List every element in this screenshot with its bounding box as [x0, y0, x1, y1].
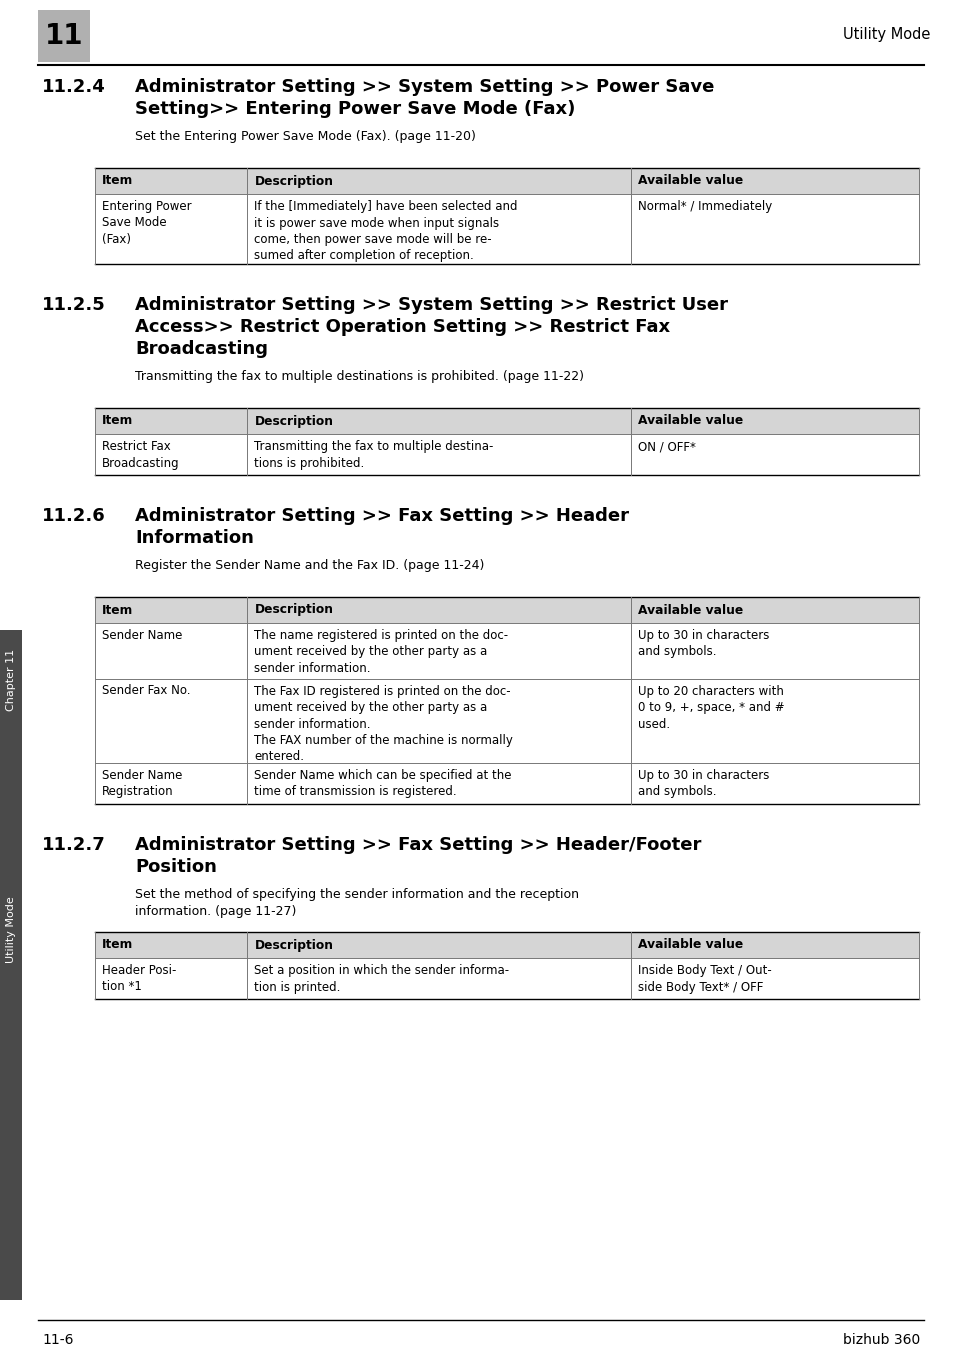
- Text: Sender Name which can be specified at the
time of transmission is registered.: Sender Name which can be specified at th…: [254, 769, 512, 799]
- Text: Normal* / Immediately: Normal* / Immediately: [637, 200, 771, 214]
- Text: 11.2.5: 11.2.5: [42, 296, 106, 314]
- Text: 11.2.4: 11.2.4: [42, 78, 106, 96]
- Text: The name registered is printed on the doc-
ument received by the other party as : The name registered is printed on the do…: [254, 629, 508, 675]
- Bar: [95, 168, 918, 193]
- Text: Description: Description: [254, 603, 334, 617]
- Text: Set the Entering Power Save Mode (Fax). (page 11-20): Set the Entering Power Save Mode (Fax). …: [135, 130, 476, 143]
- Bar: [95, 932, 918, 959]
- Text: Description: Description: [254, 174, 334, 188]
- Text: Broadcasting: Broadcasting: [135, 339, 268, 358]
- Bar: [38, 9, 90, 62]
- Text: 11.2.7: 11.2.7: [42, 836, 106, 854]
- Text: Up to 20 characters with
0 to 9, +, space, * and #
used.: Up to 20 characters with 0 to 9, +, spac…: [637, 684, 783, 730]
- Bar: [95, 408, 918, 434]
- Text: Chapter 11: Chapter 11: [6, 649, 16, 711]
- Text: Restrict Fax
Broadcasting: Restrict Fax Broadcasting: [102, 439, 179, 469]
- Text: Description: Description: [254, 938, 334, 952]
- Bar: [95, 598, 918, 623]
- Text: Sender Name
Registration: Sender Name Registration: [102, 769, 182, 799]
- Text: 11.2.6: 11.2.6: [42, 507, 106, 525]
- Text: bizhub 360: bizhub 360: [841, 1333, 919, 1347]
- Text: Access>> Restrict Operation Setting >> Restrict Fax: Access>> Restrict Operation Setting >> R…: [135, 318, 669, 337]
- Text: Transmitting the fax to multiple destinations is prohibited. (page 11-22): Transmitting the fax to multiple destina…: [135, 370, 583, 383]
- Text: Inside Body Text / Out-
side Body Text* / OFF: Inside Body Text / Out- side Body Text* …: [637, 964, 771, 994]
- Text: Sender Name: Sender Name: [102, 629, 182, 642]
- Text: Utility Mode: Utility Mode: [6, 896, 16, 964]
- Text: Entering Power
Save Mode
(Fax): Entering Power Save Mode (Fax): [102, 200, 192, 246]
- Text: ON / OFF*: ON / OFF*: [637, 439, 695, 453]
- Text: Administrator Setting >> System Setting >> Power Save: Administrator Setting >> System Setting …: [135, 78, 714, 96]
- Text: Available value: Available value: [637, 938, 742, 952]
- Text: The Fax ID registered is printed on the doc-
ument received by the other party a: The Fax ID registered is printed on the …: [254, 684, 513, 764]
- Bar: [0, 630, 22, 1301]
- Text: Position: Position: [135, 859, 216, 876]
- Text: Available value: Available value: [637, 603, 742, 617]
- Text: 11-6: 11-6: [42, 1333, 73, 1347]
- Text: Register the Sender Name and the Fax ID. (page 11-24): Register the Sender Name and the Fax ID.…: [135, 558, 484, 572]
- Text: Item: Item: [102, 174, 133, 188]
- Text: Up to 30 in characters
and symbols.: Up to 30 in characters and symbols.: [637, 769, 768, 799]
- Text: Item: Item: [102, 603, 133, 617]
- Text: Header Posi-
tion *1: Header Posi- tion *1: [102, 964, 176, 994]
- Text: Transmitting the fax to multiple destina-
tions is prohibited.: Transmitting the fax to multiple destina…: [254, 439, 494, 469]
- Text: Administrator Setting >> Fax Setting >> Header/Footer: Administrator Setting >> Fax Setting >> …: [135, 836, 700, 854]
- Text: Administrator Setting >> Fax Setting >> Header: Administrator Setting >> Fax Setting >> …: [135, 507, 628, 525]
- Text: Available value: Available value: [637, 415, 742, 427]
- Text: Available value: Available value: [637, 174, 742, 188]
- Text: Set a position in which the sender informa-
tion is printed.: Set a position in which the sender infor…: [254, 964, 509, 994]
- Text: Administrator Setting >> System Setting >> Restrict User: Administrator Setting >> System Setting …: [135, 296, 727, 314]
- Text: Utility Mode: Utility Mode: [841, 27, 929, 42]
- Text: Item: Item: [102, 415, 133, 427]
- Text: Information: Information: [135, 529, 253, 548]
- Text: Setting>> Entering Power Save Mode (Fax): Setting>> Entering Power Save Mode (Fax): [135, 100, 575, 118]
- Text: Sender Fax No.: Sender Fax No.: [102, 684, 191, 698]
- Text: Up to 30 in characters
and symbols.: Up to 30 in characters and symbols.: [637, 629, 768, 658]
- Text: If the [Immediately] have been selected and
it is power save mode when input sig: If the [Immediately] have been selected …: [254, 200, 517, 262]
- Text: Set the method of specifying the sender information and the reception
informatio: Set the method of specifying the sender …: [135, 888, 578, 918]
- Text: Item: Item: [102, 938, 133, 952]
- Text: Description: Description: [254, 415, 334, 427]
- Text: 11: 11: [45, 22, 83, 50]
